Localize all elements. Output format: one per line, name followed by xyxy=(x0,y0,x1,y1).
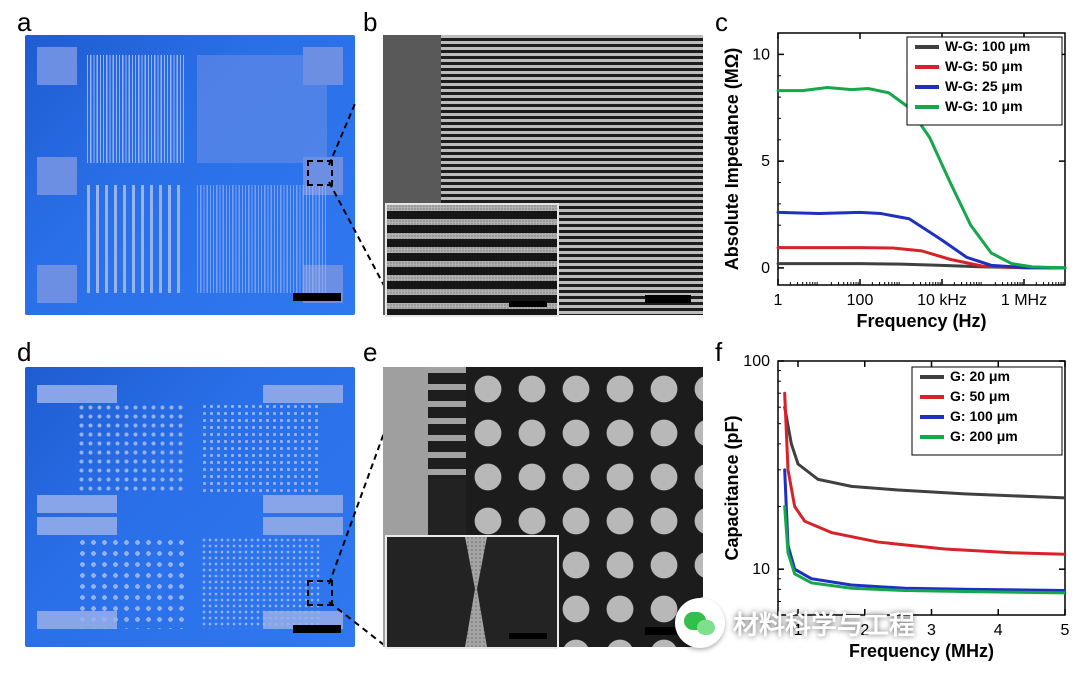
svg-text:W-G: 50 μm: W-G: 50 μm xyxy=(945,58,1023,74)
svg-text:3: 3 xyxy=(927,622,936,639)
svg-text:1: 1 xyxy=(774,292,783,309)
svg-text:G: 200 μm: G: 200 μm xyxy=(950,428,1018,444)
svg-text:100: 100 xyxy=(743,353,770,370)
micrograph-a xyxy=(25,35,355,315)
panel-label-b: b xyxy=(363,7,377,38)
sem-e-inset xyxy=(385,535,559,649)
svg-text:100: 100 xyxy=(847,292,874,309)
svg-text:4: 4 xyxy=(994,622,1003,639)
svg-text:10: 10 xyxy=(752,46,770,63)
svg-text:W-G: 25 μm: W-G: 25 μm xyxy=(945,78,1023,94)
svg-text:W-G: 10 μm: W-G: 10 μm xyxy=(945,98,1023,114)
micrograph-d xyxy=(25,367,355,647)
svg-text:5: 5 xyxy=(761,153,770,170)
panel-label-a: a xyxy=(17,7,31,38)
panel-label-e: e xyxy=(363,337,377,368)
sem-b-inset xyxy=(385,203,559,317)
watermark-text: 材料科学与工程 xyxy=(733,605,915,642)
panel-label-d: d xyxy=(17,337,31,368)
svg-text:0: 0 xyxy=(761,260,770,277)
watermark: 材料科学与工程 xyxy=(675,598,915,648)
svg-text:W-G: 100 μm: W-G: 100 μm xyxy=(945,38,1030,54)
wechat-icon xyxy=(675,598,725,648)
svg-text:G: 50 μm: G: 50 μm xyxy=(950,388,1010,404)
svg-text:G: 100 μm: G: 100 μm xyxy=(950,408,1018,424)
svg-text:5: 5 xyxy=(1061,622,1070,639)
svg-text:Absolute Impedance (MΩ): Absolute Impedance (MΩ) xyxy=(722,48,742,270)
svg-text:10: 10 xyxy=(752,561,770,578)
chart-c: 0 5 10 1 100 10 kHz 1 MHz Frequency (Hz) Absolut… xyxy=(720,15,1075,335)
svg-text:Capacitance (pF): Capacitance (pF) xyxy=(722,415,742,560)
svg-text:10 kHz: 10 kHz xyxy=(917,292,967,309)
svg-text:G: 20 μm: G: 20 μm xyxy=(950,368,1010,384)
svg-text:1 MHz: 1 MHz xyxy=(1001,292,1047,309)
svg-text:Frequency (Hz): Frequency (Hz) xyxy=(856,311,986,331)
